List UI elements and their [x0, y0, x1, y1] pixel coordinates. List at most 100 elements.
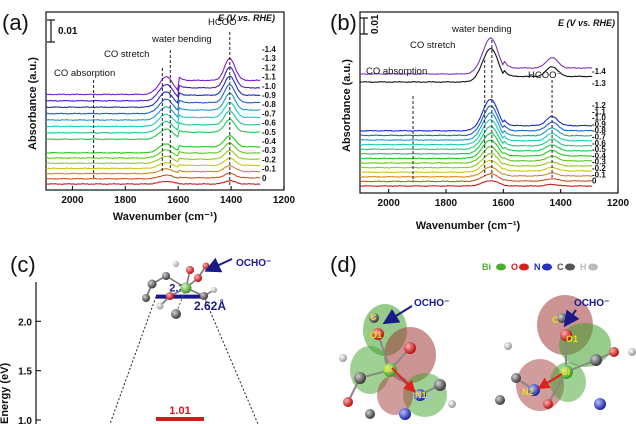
spectrum-line	[45, 75, 261, 109]
potential-label: -1.4	[592, 67, 606, 76]
ocho-label-c: OCHO⁻	[236, 258, 271, 269]
x-axis-label-b: Wavenumber (cm⁻¹)	[416, 220, 521, 232]
scale-bar-b-label: 0.01	[370, 14, 381, 34]
potential-label: -0.5	[262, 128, 276, 137]
ocho-label-left: OCHO⁻	[414, 298, 449, 309]
spectrum-line	[45, 84, 261, 115]
spectra-a	[45, 57, 261, 185]
potential-label: -0.6	[592, 139, 606, 148]
potential-label: -0.5	[592, 145, 606, 154]
x-tick-label: 2000	[61, 195, 84, 206]
spectra-b	[359, 37, 593, 187]
spectrum-line	[359, 125, 593, 151]
x-tick-label: 1200	[607, 198, 630, 209]
x-tick-label: 1600	[167, 195, 190, 206]
molecule-model-c	[142, 261, 217, 319]
atom-n2-right: N2	[522, 387, 534, 397]
potential-label: -0.1	[592, 170, 606, 179]
structure-left-d: OCHO⁻ C O1 Bi N1	[339, 298, 456, 420]
level-connector	[203, 296, 259, 424]
scale-bar-a-label: 0.01	[58, 26, 78, 37]
spectrum-line	[45, 92, 261, 121]
panel-b: (b) 0.01 E (V vs. RHE) -1.4-1.3-1.2-1.1-…	[330, 10, 630, 232]
spectrum-line	[45, 149, 261, 165]
potential-label: -0.4	[592, 151, 606, 160]
potential-label: -1.1	[592, 107, 606, 116]
ocho-label-right: OCHO⁻	[574, 298, 609, 309]
x-ticks-a: 2000 1800 1600 1400 1200	[61, 186, 296, 206]
potential-label: -0.3	[262, 146, 276, 155]
peak-annotation: HCOO⁻	[208, 17, 242, 28]
spectrum-line	[46, 157, 261, 170]
potential-labels-a: -1.4-1.3-1.2-1.1-1.0-0.9-0.8-0.7-0.6-0.5…	[262, 45, 276, 183]
peak-annotation: water bending	[151, 34, 212, 45]
peak-annotation: HCOO⁻	[528, 70, 562, 81]
panel-b-frame	[359, 11, 619, 194]
panel-d: (d) Bi O N C H	[330, 252, 636, 420]
peak-annotation: CO absorption	[366, 66, 427, 77]
spectrum-line	[359, 180, 593, 187]
spectrum-line	[359, 153, 593, 169]
spectrum-line	[360, 159, 593, 174]
potential-label: -1.3	[262, 54, 276, 63]
peak-annotation: CO stretch	[410, 40, 455, 51]
atom-c-left: C	[370, 312, 377, 322]
panel-b-label: (b)	[330, 10, 357, 35]
potential-label: -0.8	[262, 100, 276, 109]
ocho-arrow-c	[204, 257, 233, 273]
potential-label: -0.1	[262, 165, 276, 174]
potential-labels-b: -1.4 -1.3 -1.2-1.1-1.0-0.9-0.8-0.7-0.6-0.5…	[592, 67, 606, 186]
potential-label: -1.3	[592, 79, 606, 88]
atom-legend-swatch	[542, 263, 552, 271]
spectrum-line	[359, 105, 593, 137]
atom-o1-left: O1	[370, 330, 382, 340]
legend-title-b: E (V vs. RHE)	[558, 18, 615, 28]
spectrum-line	[45, 172, 261, 180]
panel-c-label: (c)	[10, 252, 36, 277]
legend-title-a: E (V vs. RHE)	[218, 13, 275, 23]
spectrum-line	[359, 37, 593, 75]
potential-label: -1.0	[262, 82, 276, 91]
spectrum-line	[45, 101, 261, 128]
potential-label: -0.8	[592, 126, 606, 135]
atom-legend-label: N	[534, 262, 541, 272]
spectrum-line	[45, 142, 261, 159]
potential-label: -0.9	[262, 91, 276, 100]
level-connector	[109, 296, 157, 424]
atom-legend-label: H	[580, 262, 587, 272]
panel-a: (a) 0.01 E (V vs. RHE) -1.4-1.3-1.2-1.1-…	[2, 10, 296, 223]
x-tick-label: 1400	[550, 198, 573, 209]
scale-bar-b: 0.01	[360, 14, 381, 35]
x-ticks-b: 2000 1800 1600 1400 1200	[378, 189, 630, 209]
potential-label: -0.3	[592, 158, 606, 167]
y-tick-label: 2.0	[18, 317, 32, 328]
atom-legend-label: O	[511, 262, 518, 272]
x-axis-label-a: Wavenumber (cm⁻¹)	[113, 211, 218, 223]
spectrum-line	[359, 146, 593, 164]
scale-bar-a: 0.01	[47, 19, 78, 43]
spectrum-line	[45, 118, 261, 141]
panel-c: (c) 1.0 1.5 2.0 Energy (eV) 2.251.01	[0, 252, 271, 424]
spectrum-line	[359, 47, 593, 83]
y-tick-label: 1.5	[18, 367, 32, 378]
potential-label: -0.7	[592, 133, 606, 142]
y-axis-label-b: Absorbance (a.u.)	[341, 59, 353, 152]
spectrum-line	[359, 112, 593, 141]
atom-legend-label: C	[557, 262, 564, 272]
potential-label: -0.9	[592, 120, 606, 129]
potential-label: -0.2	[592, 164, 606, 173]
spectrum-line	[45, 57, 261, 96]
x-tick-label: 1800	[114, 195, 137, 206]
peak-annotation: water bending	[451, 24, 512, 35]
bond-length-label-c: 2.62Å	[194, 298, 226, 313]
spectrum-line	[359, 173, 593, 183]
atom-c-right: C	[552, 315, 559, 325]
spectrum-line	[359, 118, 593, 146]
x-tick-label: 1200	[273, 195, 296, 206]
atom-bi-left: Bi	[384, 364, 393, 374]
atom-bi-right: Bi	[561, 367, 570, 377]
spectrum-line	[359, 166, 593, 178]
potential-label: -0.4	[262, 137, 276, 146]
atom-legend-d: Bi O N C H	[482, 262, 598, 272]
y-axis-label-c: Energy (eV)	[0, 363, 11, 424]
